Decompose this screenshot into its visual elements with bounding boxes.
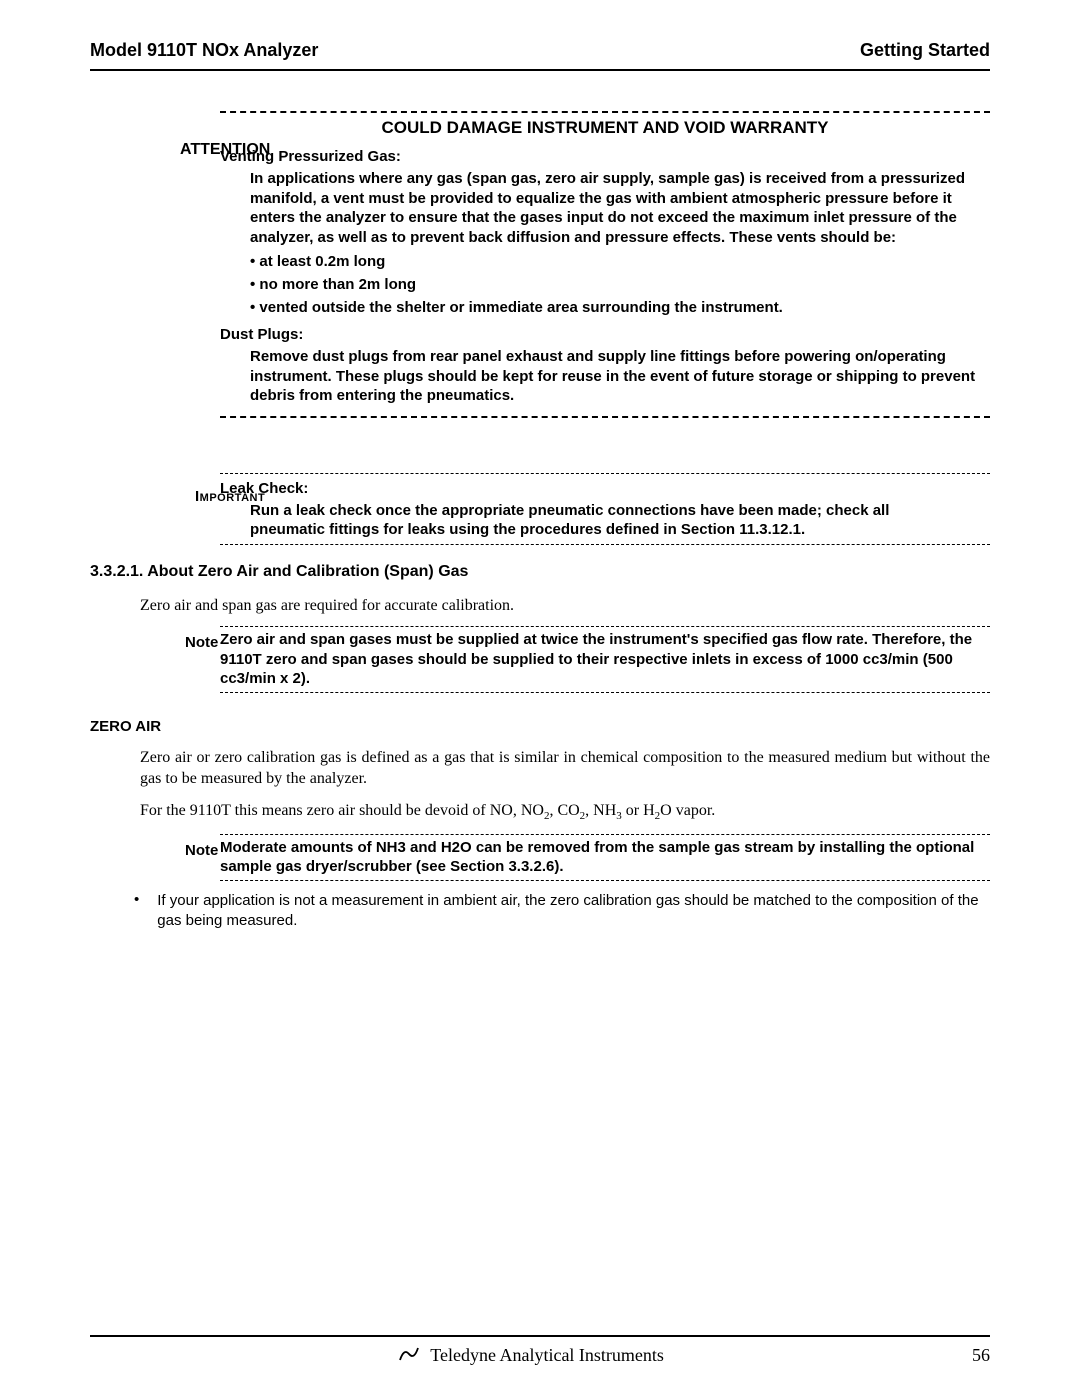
dust-body: Remove dust plugs from rear panel exhaus… bbox=[250, 347, 990, 406]
text-span: , CO bbox=[549, 802, 579, 819]
teledyne-logo-icon bbox=[398, 1346, 420, 1367]
dash-divider-light bbox=[220, 834, 990, 835]
venting-body: In applications where any gas (span gas,… bbox=[250, 169, 990, 247]
venting-heading: Venting Pressurized Gas: bbox=[220, 148, 990, 165]
section-heading: 3.3.2.1. About Zero Air and Calibration … bbox=[90, 563, 990, 581]
venting-bullet-2: • no more than 2m long bbox=[250, 276, 990, 293]
note-block-1: Note Zero air and span gases must be sup… bbox=[90, 626, 990, 693]
zero-air-p2: For the 9110T this means zero air should… bbox=[140, 800, 990, 824]
dash-divider bbox=[220, 111, 990, 113]
page-footer: Teledyne Analytical Instruments 56 bbox=[90, 1335, 990, 1367]
bullet-item: • If your application is not a measureme… bbox=[120, 891, 990, 932]
leak-heading: Leak Check: bbox=[220, 480, 990, 497]
bullet-dot-icon: • bbox=[134, 891, 139, 932]
header-right: Getting Started bbox=[860, 40, 990, 61]
attention-label: ATTENTION bbox=[180, 141, 270, 159]
zero-air-p1: Zero air or zero calibration gas is defi… bbox=[140, 747, 990, 790]
dash-divider-light bbox=[220, 880, 990, 881]
note-label-1: Note bbox=[185, 634, 218, 651]
dash-divider bbox=[220, 416, 990, 418]
footer-company-text: Teledyne Analytical Instruments bbox=[430, 1345, 664, 1365]
important-block: Important Leak Check: Run a leak check o… bbox=[90, 473, 990, 545]
note2-body: Moderate amounts of NH3 and H2O can be r… bbox=[220, 838, 990, 877]
page-header: Model 9110T NOx Analyzer Getting Started bbox=[90, 40, 990, 71]
attention-title: COULD DAMAGE INSTRUMENT AND VOID WARRANT… bbox=[220, 118, 990, 138]
footer-company: Teledyne Analytical Instruments bbox=[90, 1345, 972, 1367]
dash-divider-light bbox=[220, 544, 990, 545]
attention-block: ATTENTION COULD DAMAGE INSTRUMENT AND VO… bbox=[90, 111, 990, 418]
note-label-2: Note bbox=[185, 842, 218, 859]
dash-divider-light bbox=[220, 626, 990, 627]
text-span: O vapor. bbox=[660, 802, 715, 819]
venting-bullet-3: • vented outside the shelter or immediat… bbox=[250, 299, 990, 316]
footer-page-number: 56 bbox=[972, 1345, 990, 1366]
text-span: or H bbox=[622, 802, 655, 819]
bullet-text: If your application is not a measurement… bbox=[157, 891, 990, 932]
header-left: Model 9110T NOx Analyzer bbox=[90, 40, 318, 61]
leak-body: Run a leak check once the appropriate pn… bbox=[250, 501, 990, 540]
dust-heading: Dust Plugs: bbox=[220, 326, 990, 343]
text-span: For the 9110T this means zero air should… bbox=[140, 802, 544, 819]
intro-text: Zero air and span gas are required for a… bbox=[140, 595, 990, 617]
zero-air-heading: ZERO AIR bbox=[90, 718, 990, 735]
important-label: Important bbox=[195, 488, 265, 505]
text-span: , NH bbox=[585, 802, 616, 819]
note1-body: Zero air and span gases must be supplied… bbox=[220, 630, 990, 689]
dash-divider-light bbox=[220, 473, 990, 474]
dash-divider-light bbox=[220, 692, 990, 693]
venting-bullet-1: • at least 0.2m long bbox=[250, 253, 990, 270]
note-block-2: Note Moderate amounts of NH3 and H2O can… bbox=[90, 834, 990, 881]
